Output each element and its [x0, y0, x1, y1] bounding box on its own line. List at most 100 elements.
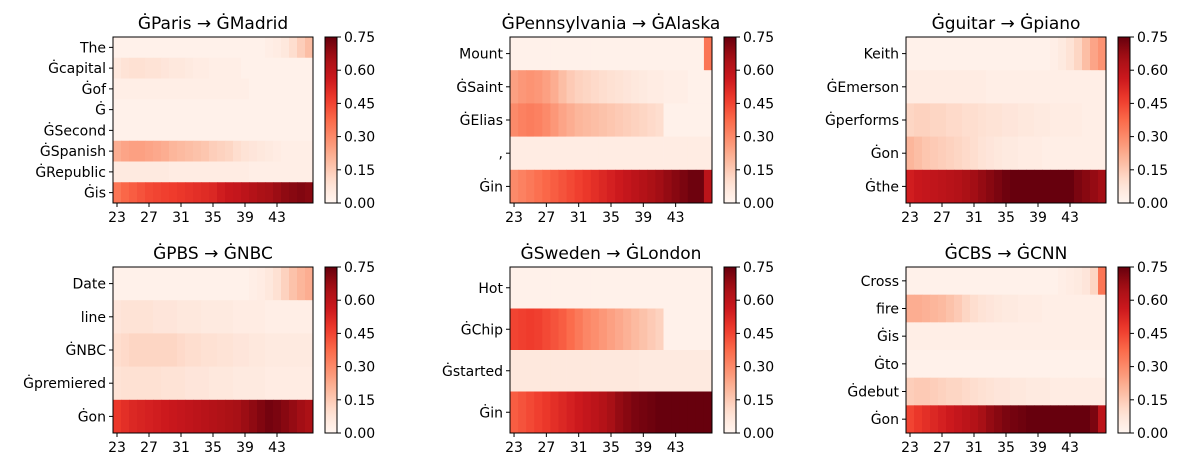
heatmap-cell [257, 366, 266, 401]
heatmap-cell [922, 37, 931, 71]
heatmap-cell [1098, 294, 1107, 323]
heatmap-cell [257, 182, 266, 204]
heatmap-cell [1010, 350, 1019, 379]
heatmap-cell [679, 350, 689, 392]
heatmap-cell [289, 57, 298, 79]
heatmap-cell [598, 391, 608, 434]
heatmap-cell [113, 267, 122, 301]
heatmap-cell [145, 78, 154, 100]
heatmap-cell [534, 169, 543, 204]
heatmap-cell [938, 377, 947, 406]
heatmap-cell [209, 78, 218, 100]
heatmap-cell [1002, 37, 1011, 71]
heatmap-cell [225, 333, 234, 367]
heatmap-cell [1074, 70, 1083, 104]
heatmap-cell [703, 37, 713, 71]
heatmap-cell [914, 322, 923, 351]
heatmap-cell [297, 57, 306, 79]
heatmap-cell [647, 103, 656, 137]
heatmap-cell [615, 70, 624, 104]
heatmap-cell [193, 161, 202, 183]
heatmap-cell [671, 169, 681, 204]
heatmap-cell [209, 161, 218, 183]
heatmap-cell [946, 37, 955, 71]
heatmap-cell [217, 333, 226, 367]
heatmap-cell [623, 70, 632, 104]
heatmap-cell [265, 267, 274, 301]
heatmap-cell [121, 399, 130, 434]
heatmap-cell [954, 103, 963, 137]
heatmap-cell [994, 70, 1003, 104]
heatmap-cell [145, 333, 154, 367]
colorbar-tick-label: 0.60 [1137, 63, 1168, 79]
heatmap-cell [994, 37, 1003, 71]
heatmap-cell [249, 140, 258, 162]
heatmap-cell [1082, 294, 1091, 323]
heatmap-cell [1026, 405, 1035, 434]
heatmap-cell [241, 37, 250, 59]
heatmap-cell [1058, 169, 1067, 204]
heatmap-cell [297, 120, 306, 142]
heatmap-cell [938, 350, 947, 379]
colorbar-tick-label: 0.00 [743, 426, 774, 442]
panel-title: ĠCBS → ĠCNN [945, 242, 1068, 264]
heatmap-cell [914, 169, 923, 204]
heatmap-cell [289, 161, 298, 183]
heatmap-cell [590, 37, 600, 71]
heatmap-cell [606, 308, 616, 351]
colorbar [1117, 36, 1131, 204]
heatmap-cell [970, 377, 979, 406]
heatmap-cell [526, 37, 535, 71]
heatmap-cell [930, 405, 939, 434]
heatmap-cell [663, 37, 672, 71]
x-tick-label: 39 [634, 440, 652, 456]
heatmap-cell [1082, 70, 1091, 104]
heatmap-cell [639, 37, 648, 71]
heatmap-cell [1090, 37, 1099, 71]
heatmap-cell [209, 366, 218, 401]
heatmap-cell [209, 300, 218, 334]
heatmap-cell [1034, 294, 1043, 323]
heatmap-cell [1018, 350, 1027, 379]
heatmap-cell [241, 300, 250, 334]
x-tick-label: 23 [901, 210, 919, 226]
heatmap-cell [542, 350, 551, 392]
heatmap-cell [129, 140, 138, 162]
heatmap-cell [1026, 350, 1035, 379]
heatmap-cell [169, 140, 178, 162]
colorbar [723, 36, 737, 204]
heatmap-cell [534, 103, 543, 137]
heatmap-cell [946, 70, 955, 104]
heatmap-cell [930, 70, 939, 104]
heatmap-cell [1042, 37, 1051, 71]
heatmap-cell [273, 366, 282, 401]
heatmap-cell [273, 267, 282, 301]
heatmap-cell [1010, 294, 1019, 323]
heatmap-cell [217, 366, 226, 401]
heatmap-cell [153, 366, 162, 401]
heatmap-cell [1026, 103, 1035, 137]
heatmap-cell [129, 57, 138, 79]
heatmap-cell [161, 300, 170, 334]
heatmap-cell [590, 267, 600, 309]
heatmap-cell [606, 267, 616, 309]
heatmap-cell [606, 136, 616, 171]
heatmap-cell [161, 140, 170, 162]
heatmap-cell [297, 300, 306, 334]
heatmap-cell [1082, 405, 1091, 434]
x-tick-label: 23 [505, 440, 523, 456]
heatmap-cell [145, 399, 154, 434]
heatmap-cell [169, 120, 178, 142]
heatmap-cell [1002, 103, 1011, 137]
heatmap-cell [1098, 70, 1107, 104]
heatmap-cell [598, 308, 608, 351]
x-tick-label: 39 [1029, 440, 1047, 456]
heatmap-cell [914, 103, 923, 137]
heatmap-cell [273, 99, 282, 121]
colorbar-tick-label: 0.30 [344, 360, 375, 376]
heatmap-cell [1098, 136, 1107, 171]
heatmap-cell [542, 136, 551, 171]
x-tick-label: 43 [667, 210, 685, 226]
heatmap-cell [687, 103, 697, 137]
heatmap-cell [1066, 169, 1075, 204]
